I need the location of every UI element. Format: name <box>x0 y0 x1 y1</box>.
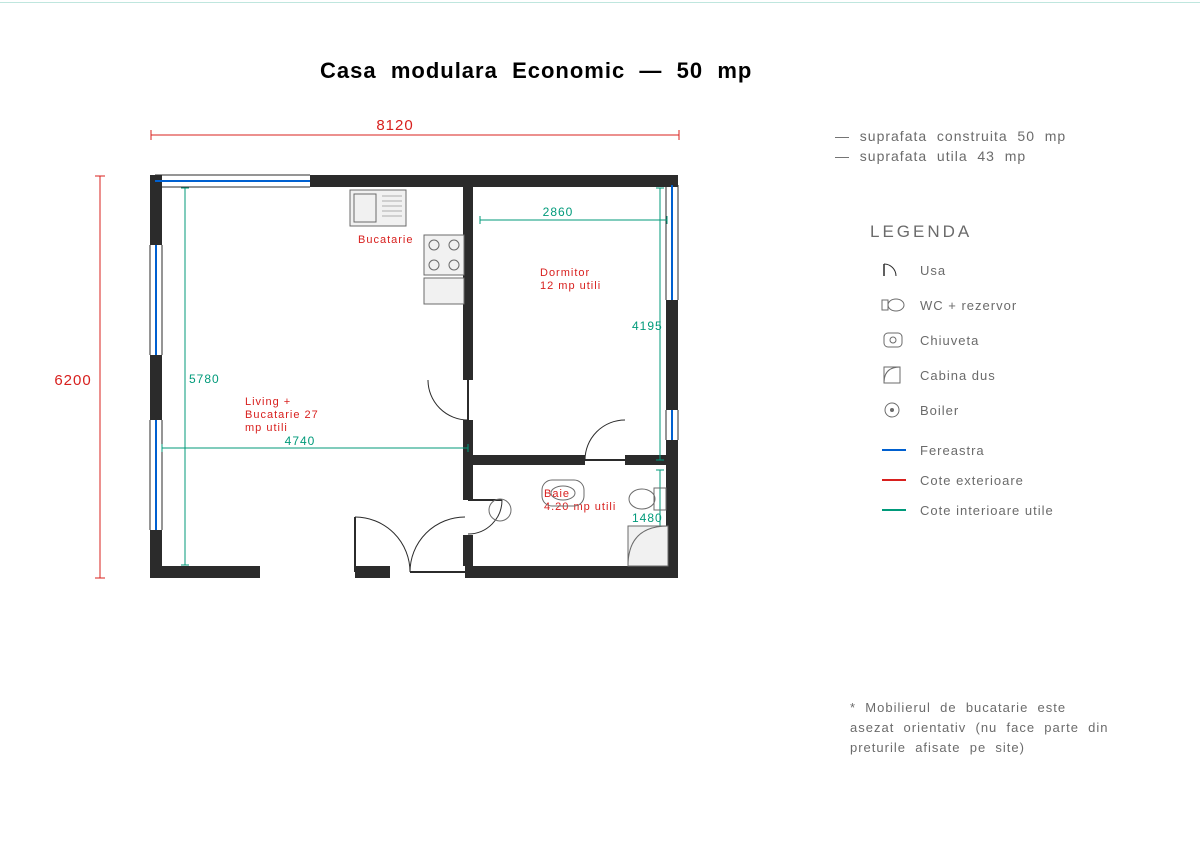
legend-item: Cote interioare utile <box>880 500 1054 520</box>
svg-text:4195: 4195 <box>632 319 663 333</box>
legend-label: Fereastra <box>920 443 985 458</box>
legend-label: Cabina dus <box>920 368 996 383</box>
legend-label: Cote interioare utile <box>920 503 1054 518</box>
spec-line: — suprafata construita 50 mp <box>835 128 1066 144</box>
svg-text:2860: 2860 <box>543 205 574 219</box>
svg-text:8120: 8120 <box>376 117 413 134</box>
legend-item: Cote exterioare <box>880 470 1024 490</box>
svg-text:4740: 4740 <box>285 434 316 448</box>
legend-item: Boiler <box>880 400 959 420</box>
legend-title: LEGENDA <box>870 222 972 242</box>
footnote-line: preturile afisate pe site) <box>850 740 1025 755</box>
legend-label: Boiler <box>920 403 959 418</box>
legend-label: Usa <box>920 263 946 278</box>
room-label: mp utili <box>245 422 288 434</box>
legend-item: Usa <box>880 260 946 280</box>
boiler-icon <box>880 400 906 420</box>
line-ext-icon <box>880 470 906 490</box>
svg-text:6200: 6200 <box>54 372 91 389</box>
legend-label: WC + rezervor <box>920 298 1017 313</box>
svg-text:5780: 5780 <box>189 372 220 386</box>
room-label: Living + <box>245 396 291 408</box>
svg-text:1480: 1480 <box>632 511 663 525</box>
legend-label: Cote exterioare <box>920 473 1024 488</box>
room-label: 4.20 mp utili <box>544 501 616 513</box>
wc-icon <box>880 295 906 315</box>
legend-item: WC + rezervor <box>880 295 1017 315</box>
legend-label: Chiuveta <box>920 333 979 348</box>
shower-icon <box>880 365 906 385</box>
line-window-icon <box>880 440 906 460</box>
door-icon <box>880 260 906 280</box>
room-label: Bucatarie 27 <box>245 409 319 421</box>
sink-icon <box>880 330 906 350</box>
line-int-icon <box>880 500 906 520</box>
footnote-line: * Mobilierul de bucatarie este <box>850 700 1066 715</box>
legend-item: Fereastra <box>880 440 985 460</box>
room-label: Baie <box>544 488 570 500</box>
legend-item: Chiuveta <box>880 330 979 350</box>
footnote-line: asezat orientativ (nu face parte din <box>850 720 1109 735</box>
room-label: Bucatarie <box>358 234 413 246</box>
room-label: 12 mp utili <box>540 280 601 292</box>
legend-item: Cabina dus <box>880 365 996 385</box>
room-label: Dormitor <box>540 267 590 279</box>
spec-line: — suprafata utila 43 mp <box>835 148 1026 164</box>
